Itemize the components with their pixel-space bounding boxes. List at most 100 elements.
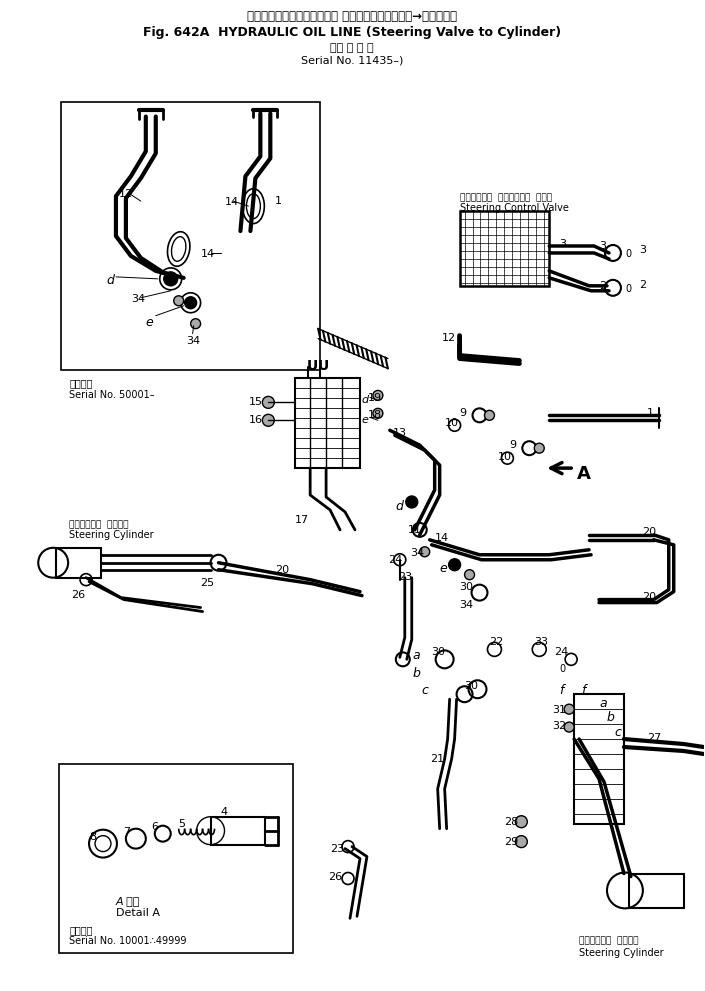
Bar — [59, 764, 293, 953]
Circle shape — [262, 414, 274, 426]
Text: Serial No. 50001–: Serial No. 50001– — [69, 390, 154, 400]
Text: Steering Control Valve: Steering Control Valve — [460, 203, 568, 213]
Text: 12: 12 — [119, 189, 133, 199]
Text: 34: 34 — [187, 336, 201, 346]
Text: 22: 22 — [489, 637, 503, 647]
Text: ハイドロリックオイルライン （ステアリングバルブ→シリンダ）: ハイドロリックオイルライン （ステアリングバルブ→シリンダ） — [247, 10, 457, 23]
Text: Detail A: Detail A — [116, 909, 160, 919]
Text: 14: 14 — [201, 249, 215, 259]
Text: d: d — [362, 395, 369, 405]
Text: 適用号機: 適用号機 — [69, 926, 92, 936]
Text: 1: 1 — [276, 196, 282, 206]
Text: 23: 23 — [330, 843, 344, 853]
Text: Steering Cylinder: Steering Cylinder — [69, 530, 154, 540]
Text: 0: 0 — [559, 664, 565, 674]
Text: A 詳細: A 詳細 — [116, 897, 140, 907]
Text: b: b — [607, 712, 615, 724]
Text: 3: 3 — [639, 245, 646, 255]
Text: A: A — [577, 465, 591, 484]
Text: a: a — [412, 649, 420, 662]
Text: 14: 14 — [435, 533, 449, 543]
Text: d: d — [396, 500, 404, 513]
Text: 30: 30 — [465, 681, 479, 692]
Text: 34: 34 — [460, 600, 474, 609]
Text: 3: 3 — [559, 239, 566, 249]
Text: 0: 0 — [625, 249, 631, 259]
Text: 30: 30 — [431, 647, 446, 657]
Text: Serial No. 10001∴49999: Serial No. 10001∴49999 — [69, 936, 187, 946]
Text: （適 用 号 機: （適 用 号 機 — [330, 43, 374, 53]
Text: 26: 26 — [71, 590, 85, 600]
Text: 23: 23 — [398, 572, 412, 582]
Text: 18: 18 — [368, 410, 382, 420]
Circle shape — [564, 705, 574, 715]
Text: 14: 14 — [224, 197, 238, 207]
Circle shape — [406, 496, 418, 508]
Text: 15: 15 — [248, 397, 262, 407]
Text: 0: 0 — [625, 283, 631, 294]
Circle shape — [534, 443, 544, 453]
Text: 32: 32 — [552, 721, 566, 731]
Text: 16: 16 — [248, 415, 262, 425]
Text: 11: 11 — [407, 525, 422, 535]
Circle shape — [419, 547, 429, 557]
Text: f: f — [559, 684, 563, 698]
Text: 27: 27 — [646, 733, 661, 743]
Text: d: d — [106, 274, 114, 286]
Text: 6: 6 — [151, 822, 158, 831]
Text: Steering Cylinder: Steering Cylinder — [579, 948, 663, 958]
Text: 8: 8 — [89, 831, 96, 841]
Text: a: a — [599, 698, 606, 711]
Text: 20: 20 — [642, 527, 656, 537]
Text: e: e — [146, 316, 154, 329]
Bar — [629, 873, 684, 909]
Text: f: f — [581, 684, 585, 698]
Text: 13: 13 — [393, 428, 407, 438]
Text: 30: 30 — [460, 582, 474, 592]
Circle shape — [190, 319, 201, 329]
Text: 28: 28 — [504, 817, 519, 826]
Text: 24: 24 — [554, 647, 568, 657]
Text: 17: 17 — [295, 515, 309, 525]
Text: ステアリング  シリンダ: ステアリング シリンダ — [69, 520, 128, 529]
Text: c: c — [614, 726, 621, 739]
Text: 25: 25 — [201, 578, 215, 588]
Circle shape — [465, 570, 474, 580]
Text: 9: 9 — [510, 440, 517, 450]
Bar — [61, 101, 320, 371]
Bar — [574, 695, 624, 824]
Text: 2: 2 — [599, 280, 606, 290]
Circle shape — [173, 295, 184, 306]
Circle shape — [564, 722, 574, 732]
Text: e: e — [440, 562, 448, 575]
Text: 34: 34 — [410, 548, 424, 558]
Text: Fig. 642A  HYDRAULIC OIL LINE (Steering Valve to Cylinder): Fig. 642A HYDRAULIC OIL LINE (Steering V… — [143, 26, 561, 39]
Text: 3: 3 — [599, 241, 606, 251]
Text: 9: 9 — [460, 408, 467, 418]
Text: ステアリング  コントロール  バルブ: ステアリング コントロール バルブ — [460, 193, 552, 202]
Circle shape — [262, 396, 274, 408]
Text: 4: 4 — [221, 807, 228, 817]
Text: 33: 33 — [534, 637, 548, 647]
Circle shape — [373, 408, 383, 418]
Text: 20: 20 — [276, 565, 290, 575]
Text: 2: 2 — [639, 279, 646, 289]
Circle shape — [185, 296, 197, 309]
Bar — [56, 548, 101, 578]
Text: 19: 19 — [368, 393, 382, 403]
Circle shape — [373, 390, 383, 400]
Text: 適用号機: 適用号機 — [69, 379, 92, 388]
Text: 20: 20 — [642, 592, 656, 602]
Circle shape — [448, 559, 460, 571]
Text: 12: 12 — [441, 333, 455, 343]
Circle shape — [164, 272, 178, 285]
Bar — [211, 817, 265, 844]
Circle shape — [515, 835, 527, 847]
Text: 26: 26 — [328, 871, 342, 882]
Text: b: b — [412, 667, 421, 680]
Text: ステアリング  シリンダ: ステアリング シリンダ — [579, 936, 639, 945]
Text: c: c — [422, 684, 429, 698]
Text: 31: 31 — [552, 706, 566, 716]
Bar — [295, 379, 360, 468]
Text: 1: 1 — [646, 408, 654, 418]
